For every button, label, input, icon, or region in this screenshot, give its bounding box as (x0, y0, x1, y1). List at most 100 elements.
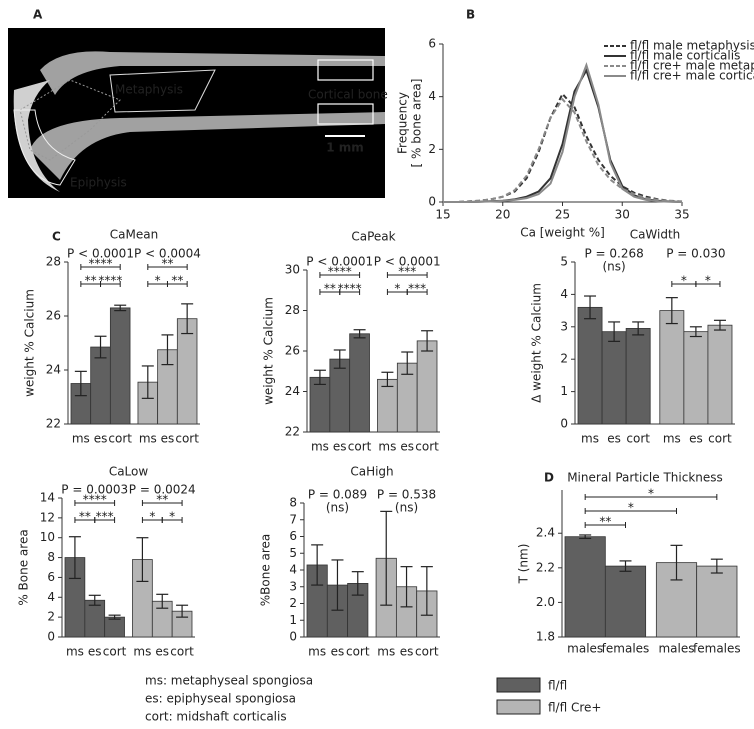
significance-stars: * (155, 274, 161, 288)
error-bar (632, 321, 645, 336)
x-tick-label: cort (175, 432, 199, 446)
x-tick-label: es (161, 432, 175, 446)
error-bar (420, 566, 433, 616)
y-axis-label: weight % Calcium (23, 289, 37, 397)
y-tick-label: 2.0 (536, 595, 555, 609)
panel-label: A (33, 8, 43, 22)
x-tick-label: ms (133, 645, 151, 659)
significance-bracket: *** (94, 510, 116, 524)
error-bar (665, 297, 678, 325)
error-bar (608, 321, 621, 342)
x-tick-label: cort (103, 645, 127, 659)
x-axis-label: Ca [weight %] (520, 226, 605, 240)
y-tick-label: 26 (46, 309, 61, 323)
bar (601, 331, 627, 425)
x-tick-label: cort (170, 645, 194, 659)
y-tick-label: 6 (47, 570, 55, 584)
y-tick-label: 2 (289, 596, 297, 610)
series-line (443, 61, 683, 203)
significance-bracket: * (141, 510, 163, 524)
x-tick-label: 25 (555, 208, 570, 222)
chart-title: CaMean (110, 228, 158, 242)
error-bar (421, 330, 434, 352)
p-value: P = 0.089 (308, 488, 367, 502)
panel-label: B (466, 8, 475, 22)
significance-bracket: **** (80, 257, 121, 271)
y-tick-label: 0 (289, 630, 297, 644)
y-tick-label: 30 (285, 263, 300, 277)
series-line (443, 97, 683, 203)
error-bar (136, 537, 149, 583)
significance-stars: **** (338, 282, 362, 296)
x-tick-label: ms (308, 645, 326, 659)
significance-bracket: **** (338, 282, 362, 296)
significance-bracket: ** (319, 282, 341, 296)
error-bar (156, 593, 169, 609)
micro-ct-image (8, 28, 385, 198)
legend-label: fl/fl male corticalis (630, 49, 740, 63)
significance-stars: **** (83, 493, 107, 507)
y-tick-label: 12 (40, 510, 55, 524)
y-tick-label: 4 (560, 287, 568, 301)
y-tick-label: 8 (289, 496, 297, 510)
legend-swatch (496, 699, 541, 715)
significance-stars: ** (171, 274, 183, 288)
x-tick-label: males (567, 642, 603, 656)
x-tick-label: ms (139, 432, 157, 446)
y-tick-label: 1.8 (536, 630, 555, 644)
error-bar (333, 349, 346, 369)
bar (577, 306, 603, 425)
bar (377, 378, 398, 433)
x-tick-label: 30 (615, 208, 630, 222)
y-axis-label: %Bone area (259, 534, 273, 607)
bar (176, 318, 198, 425)
significance-bracket: * (161, 510, 183, 524)
p-value: P = 0.268 (584, 247, 643, 261)
x-tick-label: cort (346, 645, 370, 659)
x-tick-label: males (658, 642, 694, 656)
bar (564, 536, 606, 638)
bar (625, 328, 651, 425)
error-bar (311, 544, 324, 586)
y-tick-label: 24 (285, 384, 300, 398)
significance-bracket: * (671, 274, 697, 288)
image-label: Cortical bone (308, 88, 388, 102)
x-tick-label: ms (581, 432, 599, 446)
significance-bracket: ** (141, 493, 183, 507)
p-value: P < 0.0004 (134, 247, 201, 261)
chart-title: CaLow (109, 465, 149, 479)
panel-label: D (544, 471, 554, 485)
significance-stars: ** (161, 257, 173, 271)
y-tick-label: 6 (289, 529, 297, 543)
significance-bracket: * (584, 501, 678, 515)
abbreviation-note: ms: metaphyseal spongiosa (145, 674, 313, 688)
significance-bracket: * (386, 282, 408, 296)
bar (659, 310, 685, 425)
error-bar (351, 571, 364, 596)
error-bar (88, 594, 101, 606)
image-label: Epiphysis (70, 176, 127, 190)
significance-stars: * (394, 282, 400, 296)
error-bar (94, 335, 107, 359)
y-axis-label: Frequency (396, 92, 410, 154)
y-tick-label: 8 (47, 550, 55, 564)
y-tick-label: 22 (285, 425, 300, 439)
error-bar (401, 351, 414, 375)
x-tick-label: es (333, 440, 347, 454)
y-tick-label: 6 (428, 37, 436, 51)
legend-label: fl/fl male metaphysis (630, 39, 754, 53)
y-axis-label: T (nm) (517, 544, 531, 585)
significance-stars: * (648, 487, 654, 501)
image-label: Metaphysis (115, 83, 183, 97)
series-line (443, 67, 683, 203)
error-bar (108, 614, 121, 620)
significance-stars: **** (98, 274, 122, 288)
significance-stars: **** (89, 257, 113, 271)
y-tick-label: 0 (560, 417, 568, 431)
y-tick-label: 28 (46, 255, 61, 269)
y-tick-label: 2.4 (536, 526, 555, 540)
y-tick-label: 5 (560, 255, 568, 269)
error-bar (579, 534, 592, 540)
significance-stars: *** (398, 265, 416, 279)
x-tick-label: es (155, 645, 169, 659)
